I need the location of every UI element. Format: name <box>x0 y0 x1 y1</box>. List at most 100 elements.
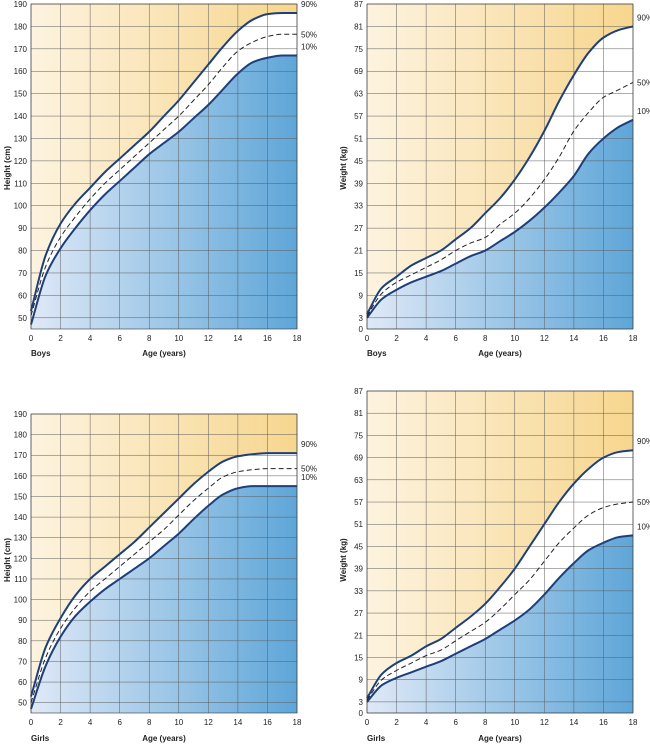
x-axis-title: Age (years) <box>142 734 186 743</box>
y-tick-label: 160 <box>14 67 28 76</box>
x-tick-label: 2 <box>58 334 63 343</box>
y-tick-label: 190 <box>14 0 28 9</box>
y-tick-label: 27 <box>354 609 363 618</box>
y-tick-label: 140 <box>14 112 28 121</box>
x-tick-label: 10 <box>174 718 183 727</box>
y-tick-label: 0 <box>359 325 364 334</box>
curve-50 <box>30 468 297 703</box>
x-tick-label: 4 <box>424 334 429 343</box>
x-tick-label: 8 <box>147 334 152 343</box>
y-tick-label: 75 <box>354 45 363 54</box>
y-tick-label: 51 <box>354 134 363 143</box>
y-tick-label: 80 <box>18 637 27 646</box>
curve-90 <box>30 452 297 697</box>
percentile-label: 50% <box>301 30 317 39</box>
x-tick-label: 4 <box>88 334 93 343</box>
y-tick-label: 27 <box>354 224 363 233</box>
y-tick-label: 180 <box>14 22 28 31</box>
percentile-label: 90% <box>301 0 317 9</box>
x-tick-label: 6 <box>453 334 458 343</box>
y-tick-label: 21 <box>354 631 363 640</box>
y-tick-label: 9 <box>359 291 364 300</box>
y-axis-title: Height (cm) <box>3 146 12 190</box>
x-tick-label: 8 <box>483 718 488 727</box>
percentile-label: 10% <box>637 107 650 116</box>
percentile-label: 10% <box>301 473 317 482</box>
x-tick-label: 0 <box>29 718 34 727</box>
y-tick-label: 9 <box>359 676 364 685</box>
y-tick-label: 100 <box>14 202 28 211</box>
sex-label: Boys <box>367 349 387 358</box>
x-axis-title: Age (years) <box>142 349 186 358</box>
y-tick-label: 130 <box>14 134 28 143</box>
x-tick-label: 10 <box>174 334 183 343</box>
x-tick-label: 12 <box>540 718 549 727</box>
boys-weight-chart: Weight (kg) Age (years) Boys 90% 50% 10% 0 2… <box>339 0 650 358</box>
y-tick-label: 60 <box>18 678 27 687</box>
y-tick-label: 110 <box>14 575 27 584</box>
percentile-label: 90% <box>301 440 317 449</box>
curve-50 <box>366 82 634 317</box>
percentile-label: 50% <box>301 465 317 474</box>
below-10-area <box>367 119 633 329</box>
x-tick-label: 10 <box>510 334 519 343</box>
x-tick-label: 2 <box>394 718 399 727</box>
x-tick-label: 18 <box>629 334 638 343</box>
y-tick-label: 3 <box>359 314 364 323</box>
y-tick-label: 57 <box>354 498 363 507</box>
x-tick-label: 10 <box>510 718 519 727</box>
x-tick-label: 8 <box>483 334 488 343</box>
sex-label: Girls <box>31 734 50 743</box>
y-tick-label: 100 <box>14 596 28 605</box>
x-tick-label: 2 <box>394 334 399 343</box>
y-tick-label: 160 <box>14 472 28 481</box>
percentile-label: 90% <box>637 13 650 22</box>
y-axis-title: Height (cm) <box>3 538 12 582</box>
plot-frame <box>366 3 634 330</box>
percentile-band <box>367 450 633 702</box>
y-tick-label: 15 <box>354 269 363 278</box>
y-tick-label: 21 <box>354 247 363 256</box>
curve-10 <box>366 118 634 319</box>
percentile-band <box>31 453 297 709</box>
y-tick-label: 51 <box>354 520 363 529</box>
sex-label: Boys <box>31 349 51 358</box>
curve-90 <box>30 11 297 312</box>
curve-50 <box>30 33 297 316</box>
x-tick-label: 6 <box>117 334 122 343</box>
y-tick-label: 190 <box>14 410 28 419</box>
y-tick-label: 130 <box>14 534 28 543</box>
y-tick-label: 3 <box>359 698 364 707</box>
x-tick-label: 4 <box>88 718 93 727</box>
x-tick-label: 0 <box>365 334 370 343</box>
sex-label: Girls <box>367 734 386 743</box>
y-tick-label: 80 <box>18 247 27 256</box>
x-tick-label: 2 <box>58 718 63 727</box>
y-tick-label: 33 <box>354 587 363 596</box>
y-tick-label: 75 <box>354 431 363 440</box>
y-tick-label: 69 <box>354 67 363 76</box>
y-tick-label: 170 <box>14 45 28 54</box>
x-axis-title: Age (years) <box>478 349 522 358</box>
y-tick-label: 69 <box>354 454 363 463</box>
y-tick-label: 33 <box>354 202 363 211</box>
y-axis-title: Weight (kg) <box>339 146 348 190</box>
y-tick-label: 110 <box>14 179 27 188</box>
percentile-label: 90% <box>637 437 650 446</box>
y-tick-label: 63 <box>354 90 363 99</box>
y-tick-label: 120 <box>14 554 28 563</box>
x-tick-label: 6 <box>117 718 122 727</box>
x-tick-label: 4 <box>424 718 429 727</box>
plot-frame <box>366 390 634 714</box>
curve-10 <box>30 54 297 325</box>
x-tick-label: 14 <box>233 718 242 727</box>
x-tick-label: 6 <box>453 718 458 727</box>
y-tick-label: 57 <box>354 112 363 121</box>
percentile-label: 10% <box>301 43 317 52</box>
plot-frame <box>30 3 298 330</box>
y-tick-label: 60 <box>18 291 27 300</box>
percentile-label: 50% <box>637 498 650 507</box>
x-axis-title: Age (years) <box>478 734 522 743</box>
y-tick-label: 90 <box>18 616 27 625</box>
x-tick-label: 8 <box>147 718 152 727</box>
